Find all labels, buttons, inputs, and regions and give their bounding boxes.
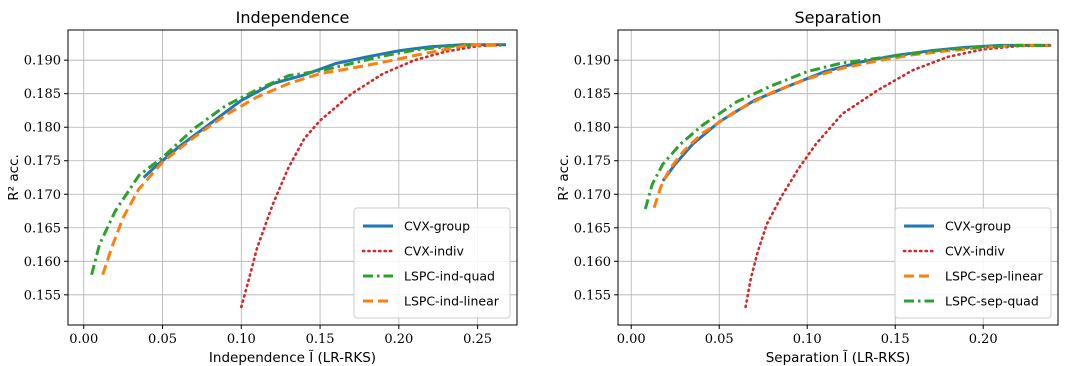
series-line-lspc-ind-linear: [101, 43, 502, 276]
grid: [68, 30, 517, 325]
y-tick-label: 0.170: [574, 188, 611, 203]
legend-box: [353, 207, 511, 319]
legend-label: LSPC-sep-linear: [945, 269, 1044, 284]
x-tick-label: 0.05: [148, 332, 177, 347]
series-group: [643, 43, 1052, 309]
x-axis-label: Independence Ĩ (LR-RKS): [209, 349, 376, 366]
legend-label: CVX-group: [945, 219, 1011, 234]
x-tick-label: 0.05: [705, 332, 734, 347]
y-tick-label: 0.165: [24, 221, 61, 236]
y-tick-label: 0.175: [574, 154, 611, 169]
independence-chart: 0.00 0.05 0.10 0.15 0.20 0.25 0.155 0.160 0.165 0…: [6, 8, 518, 366]
y-tick-label: 0.180: [574, 121, 611, 136]
legend-box: [894, 207, 1052, 319]
x-tick-label: 0.00: [617, 332, 646, 347]
x-axis-label: Separation Ĩ (LR-RKS): [766, 349, 911, 366]
y-tick-label: 0.185: [574, 87, 611, 102]
x-tick-label: 0.10: [793, 332, 822, 347]
y-tick-label: 0.160: [574, 255, 611, 270]
y-axis-label: R² acc.: [6, 154, 22, 201]
x-tick-label: 0.15: [306, 332, 335, 347]
y-tick-label: 0.170: [24, 188, 61, 203]
series-group: [90, 43, 506, 309]
y-tick-label: 0.175: [24, 154, 61, 169]
legend: CVX-group CVX-indiv LSPC-ind-quad LSPC-ind-…: [353, 207, 511, 319]
y-axis-label: R² acc.: [556, 154, 572, 201]
y-tick-label: 0.185: [24, 87, 61, 102]
y-tick-label: 0.155: [24, 288, 61, 303]
x-tick-label: 0.25: [463, 332, 492, 347]
series-line-lspc-sep-quad: [643, 43, 1051, 210]
y-tick-label: 0.190: [24, 54, 61, 69]
chart-title: Independence: [236, 8, 350, 27]
y-tick-label: 0.180: [24, 121, 61, 136]
y-tick-label: 0.190: [574, 54, 611, 69]
y-tick-label: 0.155: [574, 288, 611, 303]
legend-label: CVX-indiv: [404, 244, 465, 259]
plot-frame: [617, 29, 1059, 326]
x-tick-label: 0.10: [227, 332, 256, 347]
x-tick-label: 0.00: [69, 332, 98, 347]
legend-label: CVX-indiv: [945, 244, 1006, 259]
plot-frame: [67, 29, 518, 326]
legend-label: CVX-group: [404, 219, 470, 234]
x-tick-label: 0.20: [969, 332, 998, 347]
chart-title: Separation: [795, 8, 882, 27]
series-line-cvx-indiv: [744, 44, 1052, 309]
series-line-lspc-ind-quad: [90, 43, 502, 276]
y-tick-label: 0.160: [24, 255, 61, 270]
separation-chart: 0.00 0.05 0.10 0.15 0.20 0.155 0.160 0.165 0.170…: [556, 8, 1059, 366]
series-line-cvx-indiv: [240, 43, 503, 309]
legend-label: LSPC-ind-quad: [404, 269, 495, 284]
series-line-lspc-sep-linear: [652, 43, 1051, 209]
series-line-cvx-group: [142, 43, 506, 179]
legend-label: LSPC-ind-linear: [404, 294, 500, 309]
x-tick-label: 0.20: [384, 332, 413, 347]
x-tick-label: 0.15: [881, 332, 910, 347]
legend-label: LSPC-sep-quad: [945, 294, 1039, 309]
y-tick-label: 0.165: [574, 221, 611, 236]
legend: CVX-group CVX-indiv LSPC-sep-linear LSPC-se…: [894, 207, 1052, 319]
